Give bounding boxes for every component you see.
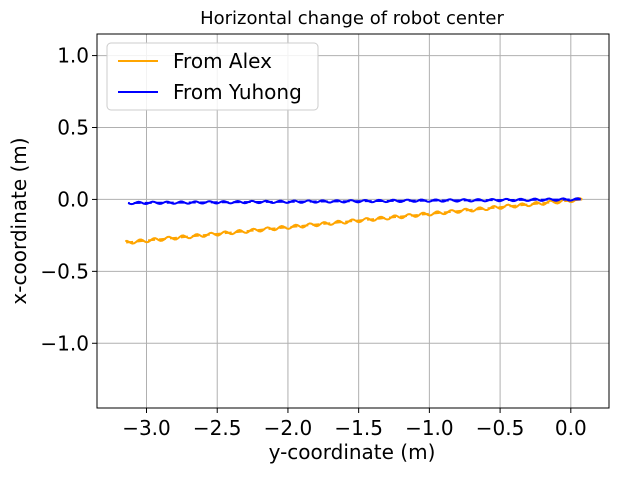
plot-frame bbox=[96, 33, 610, 409]
legend-box bbox=[106, 42, 319, 111]
series-1-trajectory bbox=[127, 197, 582, 206]
x-tick-label: 0.0 bbox=[555, 416, 587, 440]
x-tick-label: −1.0 bbox=[405, 416, 454, 440]
x-tick-label: −2.5 bbox=[193, 416, 242, 440]
legend-label: From Yuhong bbox=[173, 80, 302, 104]
legend-label: From Alex bbox=[173, 49, 272, 73]
y-tick-label: 0.0 bbox=[57, 187, 89, 211]
x-tick-label: −2.0 bbox=[264, 416, 313, 440]
y-tick-label: −0.5 bbox=[40, 259, 89, 283]
y-tick-label: −1.0 bbox=[40, 331, 89, 355]
x-tick-label: −3.0 bbox=[122, 416, 171, 440]
y-tick-label: 0.5 bbox=[57, 116, 89, 140]
legend: From Alex From Yuhong bbox=[106, 42, 319, 111]
x-tick-label: −0.5 bbox=[476, 416, 525, 440]
chart-title: Horizontal change of robot center bbox=[200, 8, 504, 29]
series-0-trajectory bbox=[125, 196, 583, 245]
x-ticks: −3.0 −2.5 −2.0 −1.5 −1.0 −0.5 0.0 bbox=[122, 408, 587, 440]
y-axis-label: x-coordinate (m) bbox=[7, 137, 31, 304]
y-tick-label: 1.0 bbox=[57, 44, 89, 68]
x-axis-label: y-coordinate (m) bbox=[269, 440, 436, 464]
y-ticks: 1.0 0.5 0.0 −0.5 −1.0 bbox=[40, 44, 97, 355]
x-tick-label: −1.5 bbox=[334, 416, 383, 440]
series-layer bbox=[125, 196, 583, 245]
